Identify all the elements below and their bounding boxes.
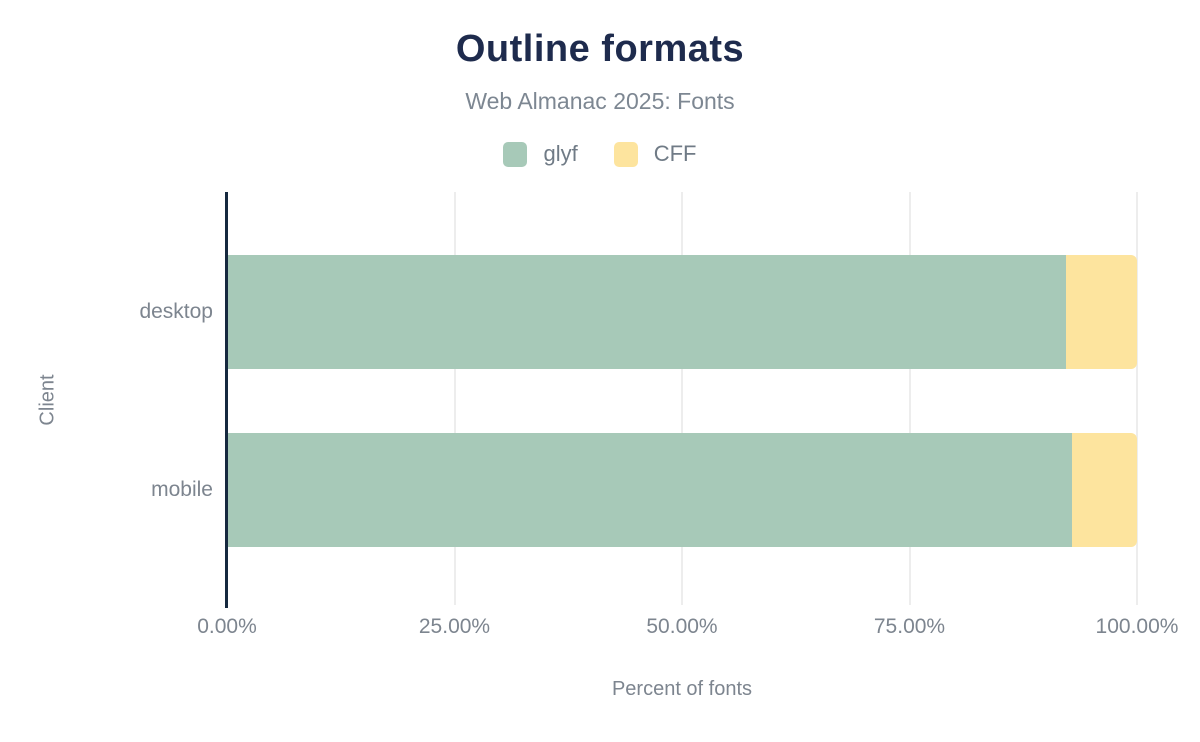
legend-label-glyf: glyf [543, 141, 578, 166]
gridline-100 [1136, 192, 1138, 605]
x-axis-title: Percent of fonts [611, 678, 753, 700]
bar-mobile-glyf[interactable] [228, 433, 1072, 547]
gridline-25 [453, 192, 456, 605]
bar-desktop-glyf[interactable] [228, 255, 1066, 369]
x-tick-label-50: 50.00% [646, 615, 718, 638]
legend-item-glyf[interactable]: glyf [503, 141, 578, 167]
gridline-75 [908, 192, 911, 605]
chart-title: Outline formats [455, 28, 745, 70]
y-axis-line [225, 192, 228, 608]
x-tick-label-0: 0.00% [197, 615, 257, 638]
x-tick-label-100: 100.00% [1095, 615, 1179, 638]
y-axis-title: Client [36, 374, 59, 426]
bar-desktop-CFF[interactable] [1066, 255, 1137, 369]
x-tick-label-25: 25.00% [418, 615, 491, 638]
legend-label-cff: CFF [653, 141, 697, 166]
bar-mobile-CFF[interactable] [1072, 433, 1137, 547]
category-label-desktop: desktop [139, 300, 213, 323]
legend-item-cff[interactable]: CFF [613, 141, 697, 167]
bar-row-mobile [228, 433, 1137, 547]
x-tick-label-75: 75.00% [873, 615, 946, 638]
glyf-swatch-icon [503, 141, 528, 167]
legend: glyf CFF [0, 141, 1200, 167]
chart-subtitle: Web Almanac 2025: Fonts [465, 88, 735, 114]
bar-row-desktop [228, 255, 1137, 369]
cff-swatch-icon [613, 141, 638, 167]
gridline-50 [681, 192, 683, 605]
category-label-mobile: mobile [151, 478, 213, 501]
